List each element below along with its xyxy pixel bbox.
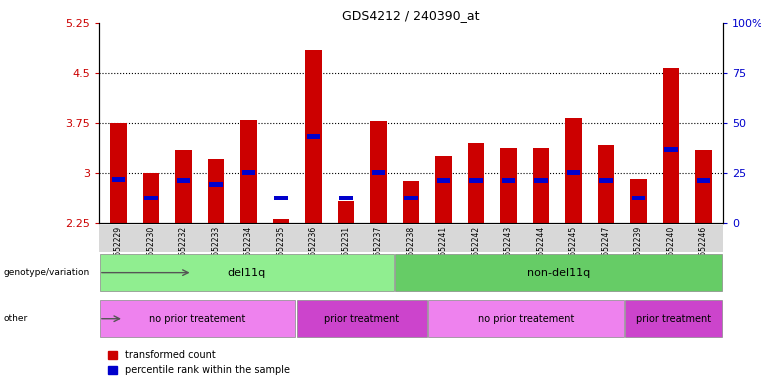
Bar xyxy=(632,196,645,200)
Bar xyxy=(435,156,451,223)
Text: GSM652234: GSM652234 xyxy=(244,226,253,272)
Text: GSM652229: GSM652229 xyxy=(114,226,123,272)
Bar xyxy=(566,170,581,175)
Text: GSM652237: GSM652237 xyxy=(374,226,383,272)
Title: GDS4212 / 240390_at: GDS4212 / 240390_at xyxy=(342,9,479,22)
Text: GSM652230: GSM652230 xyxy=(146,226,155,272)
Text: GSM652239: GSM652239 xyxy=(634,226,643,272)
Bar xyxy=(177,179,190,183)
Bar xyxy=(630,179,647,223)
Bar xyxy=(501,179,515,183)
Text: GSM652245: GSM652245 xyxy=(569,226,578,272)
Bar xyxy=(144,196,158,200)
Text: GSM652236: GSM652236 xyxy=(309,226,318,272)
Bar xyxy=(696,149,712,223)
Text: genotype/variation: genotype/variation xyxy=(4,268,90,277)
Text: GSM652231: GSM652231 xyxy=(342,226,350,272)
Bar xyxy=(403,181,419,223)
Text: GSM652242: GSM652242 xyxy=(472,226,480,272)
Bar xyxy=(663,68,679,223)
Bar xyxy=(437,179,451,183)
Text: prior treatment: prior treatment xyxy=(324,314,400,324)
Text: GSM652243: GSM652243 xyxy=(504,226,513,272)
Bar xyxy=(371,170,385,175)
Text: prior treatment: prior treatment xyxy=(636,314,712,324)
Text: non-del11q: non-del11q xyxy=(527,268,591,278)
Bar xyxy=(297,300,427,337)
Bar xyxy=(305,50,322,223)
Bar xyxy=(468,143,484,223)
Bar xyxy=(371,121,387,223)
Bar xyxy=(565,118,581,223)
Bar xyxy=(599,179,613,183)
Bar xyxy=(404,196,418,200)
Bar xyxy=(469,179,482,183)
Bar xyxy=(175,149,192,223)
Bar xyxy=(625,300,722,337)
Text: GSM652247: GSM652247 xyxy=(601,226,610,272)
Text: GSM652235: GSM652235 xyxy=(276,226,285,272)
Bar xyxy=(110,123,126,223)
Text: GSM652232: GSM652232 xyxy=(179,226,188,272)
Text: GSM652241: GSM652241 xyxy=(439,226,448,272)
Bar xyxy=(533,147,549,223)
Bar xyxy=(534,179,548,183)
Bar xyxy=(241,170,256,175)
Bar xyxy=(272,219,289,223)
Bar xyxy=(338,201,354,223)
Bar xyxy=(100,254,394,291)
Bar xyxy=(428,300,624,337)
Text: GSM652246: GSM652246 xyxy=(699,226,708,272)
Text: del11q: del11q xyxy=(228,268,266,278)
Text: no prior treatement: no prior treatement xyxy=(149,314,246,324)
Text: GSM652238: GSM652238 xyxy=(406,226,416,272)
Bar xyxy=(240,119,256,223)
Bar xyxy=(664,147,678,152)
Bar xyxy=(339,196,353,200)
Bar xyxy=(395,254,722,291)
Bar xyxy=(696,179,710,183)
Bar xyxy=(274,196,288,200)
Bar xyxy=(307,134,320,139)
Bar xyxy=(598,145,614,223)
Text: other: other xyxy=(4,314,28,323)
Legend: transformed count, percentile rank within the sample: transformed count, percentile rank withi… xyxy=(103,346,294,379)
Bar xyxy=(500,147,517,223)
Bar xyxy=(112,177,126,182)
Bar xyxy=(100,300,295,337)
Text: no prior treatement: no prior treatement xyxy=(478,314,574,324)
Bar xyxy=(143,173,159,223)
Bar xyxy=(208,159,224,223)
Text: GSM652240: GSM652240 xyxy=(667,226,676,272)
Text: GSM652244: GSM652244 xyxy=(537,226,546,272)
Text: GSM652233: GSM652233 xyxy=(212,226,221,272)
Bar xyxy=(209,182,223,187)
